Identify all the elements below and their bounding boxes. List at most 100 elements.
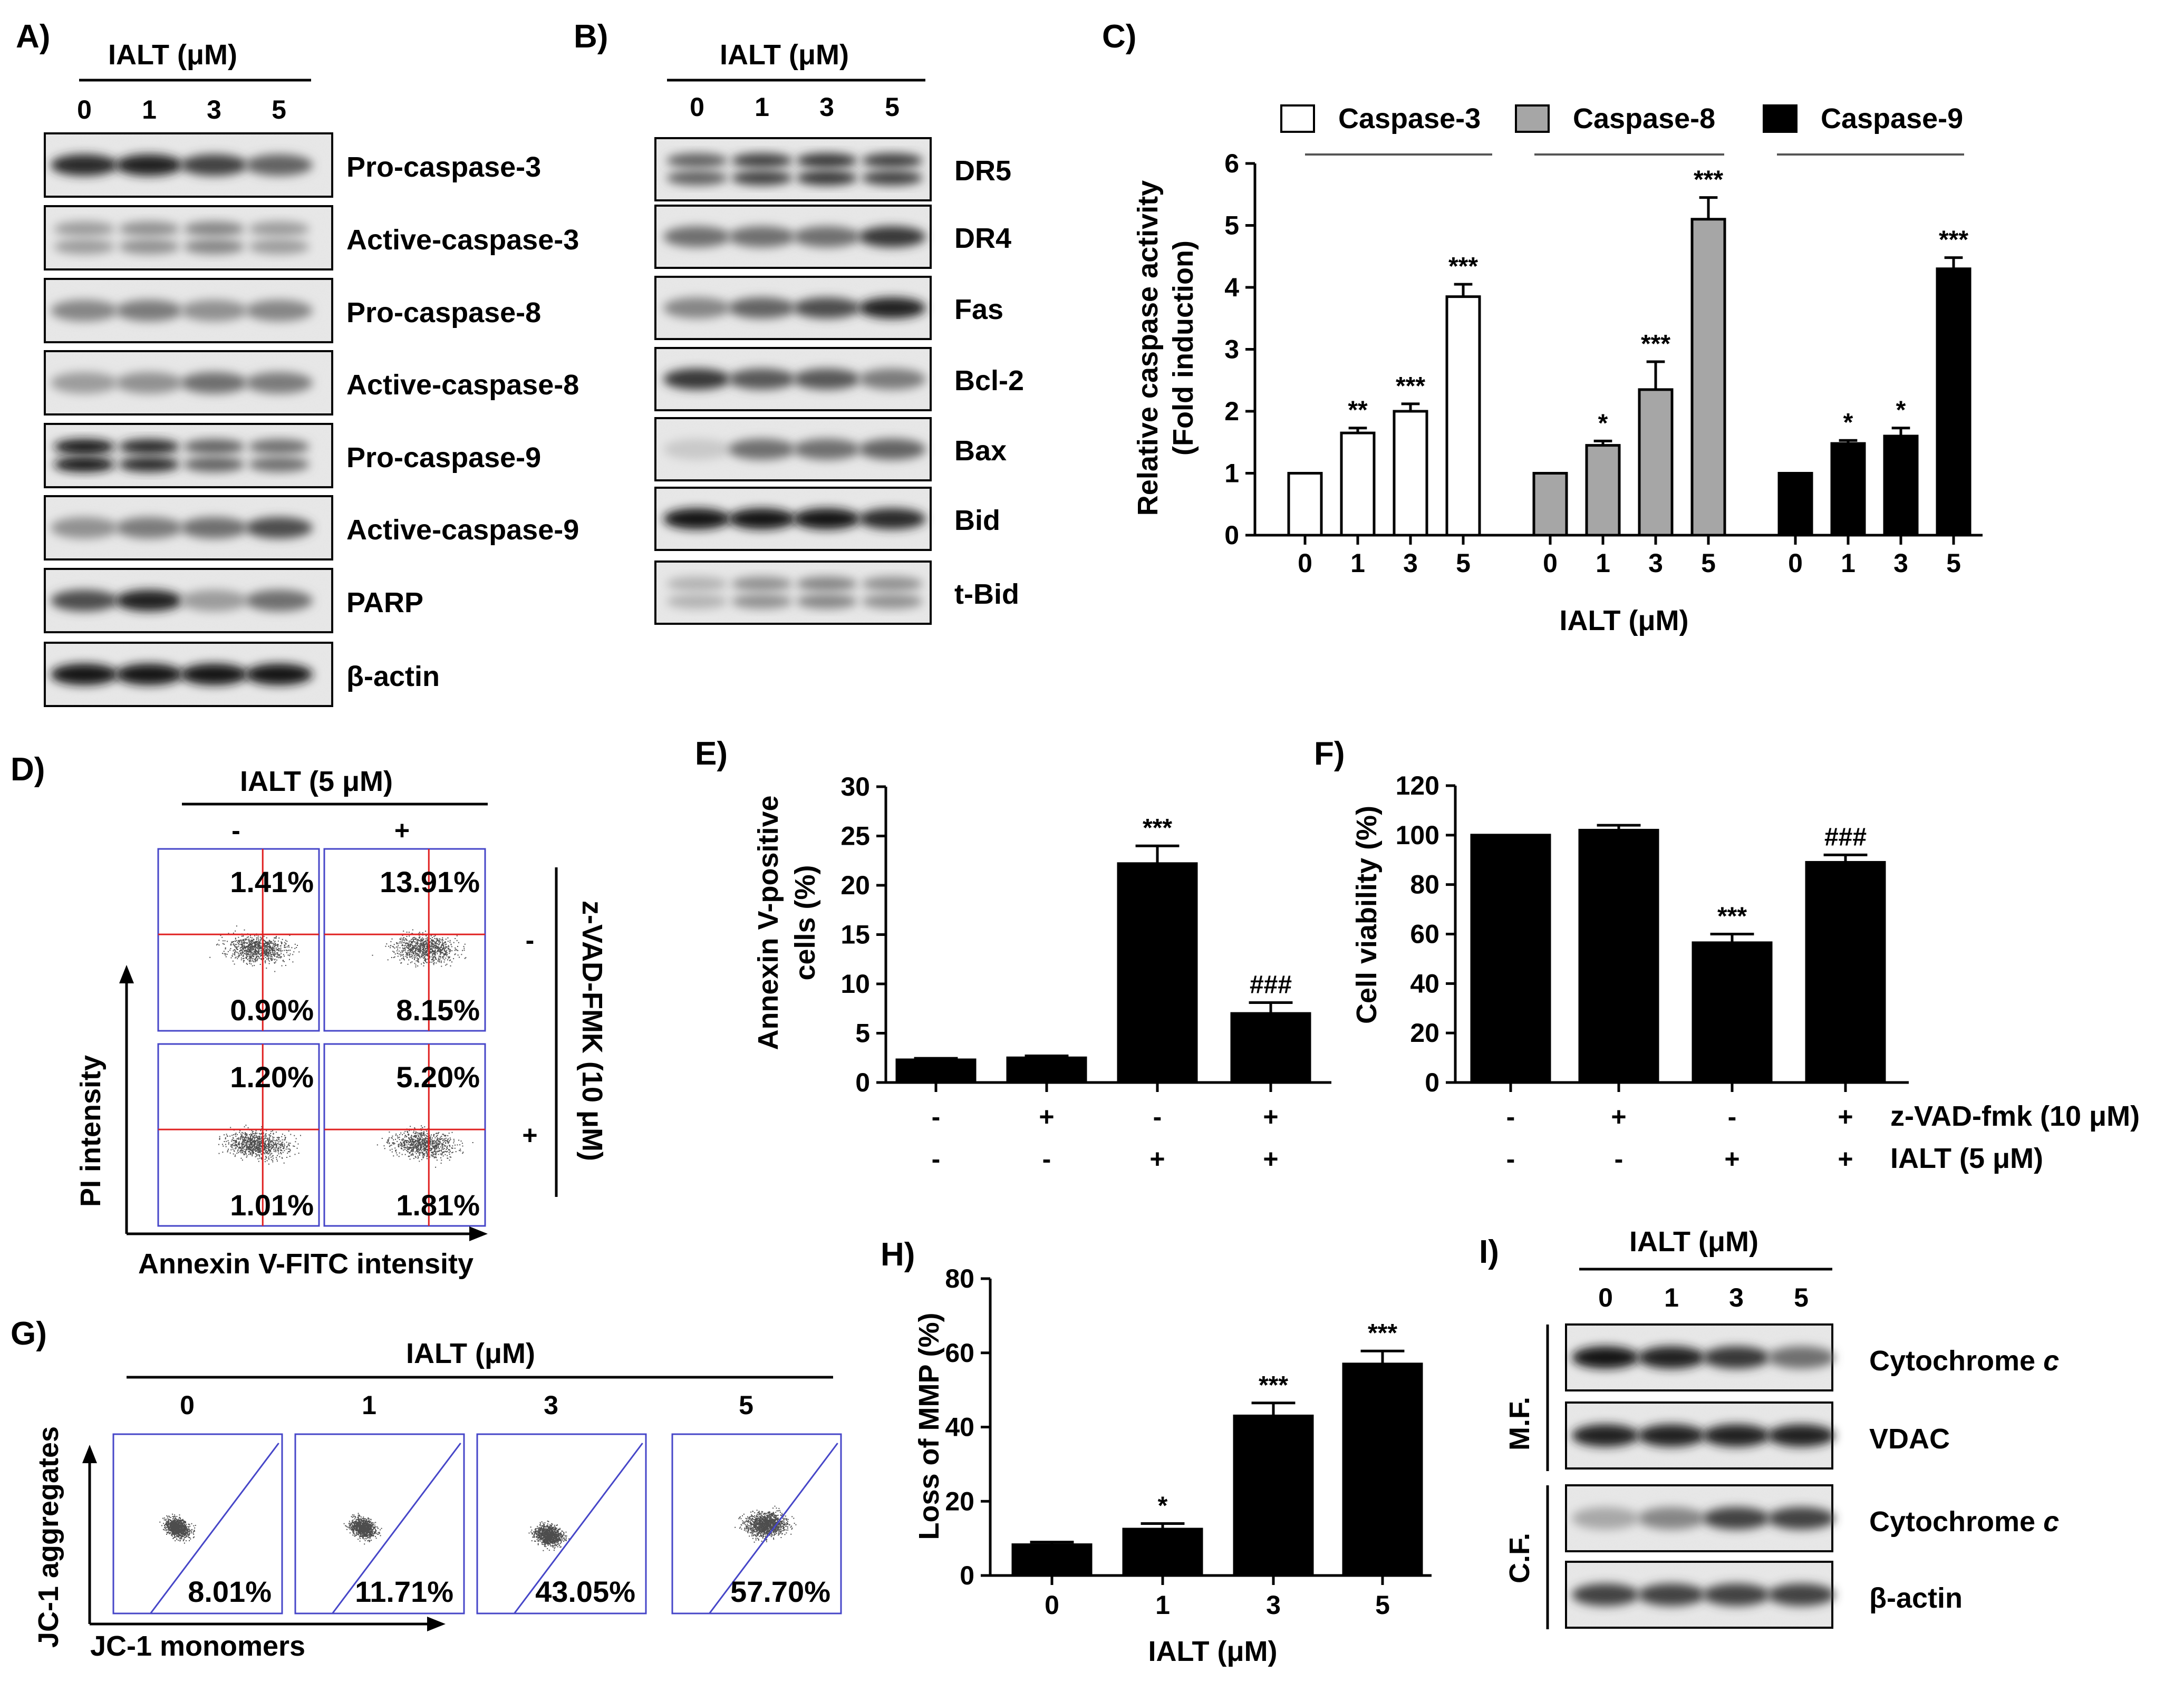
panel-i-blot-band bbox=[1572, 1507, 1639, 1530]
panel-b-blot bbox=[654, 417, 932, 481]
chart-c-y-tick-label: 4 bbox=[1224, 273, 1239, 302]
panel-d-xlabel: Annexin V-FITC intensity bbox=[138, 1248, 473, 1280]
panel-d-lower-pct: 8.15% bbox=[396, 993, 480, 1027]
chart-e-y-tick-label: 15 bbox=[840, 920, 870, 950]
panel-d-dotplot bbox=[157, 848, 320, 1032]
panel-a-dose: 5 bbox=[272, 95, 286, 124]
panel-b-blot-band bbox=[793, 297, 861, 319]
panel-b-band-label: Bid bbox=[954, 505, 1000, 536]
panel-a-blot-band bbox=[54, 221, 115, 237]
panel-a-blot bbox=[44, 642, 333, 707]
chart-c-legend-swatch bbox=[1763, 104, 1798, 133]
panel-g-gate-line bbox=[514, 1443, 643, 1614]
panel-d-dotplot bbox=[323, 1043, 486, 1227]
panel-a-blot-band bbox=[245, 663, 313, 685]
panel-a-blot-band bbox=[54, 457, 115, 472]
panel-i-blot-band bbox=[1767, 1346, 1835, 1369]
panel-i-dose: 5 bbox=[1794, 1283, 1809, 1312]
panel-a-blot bbox=[44, 495, 333, 560]
panel-i-blot-band bbox=[1703, 1424, 1770, 1447]
chart-f-bar bbox=[1805, 861, 1886, 1084]
chart-c-bar bbox=[1393, 410, 1428, 537]
panel-a-band-label: Active-caspase-8 bbox=[346, 369, 579, 401]
panel-d-x-arrow bbox=[469, 1226, 488, 1241]
panel-g-pct: 57.70% bbox=[730, 1575, 830, 1608]
panel-i-blot-band bbox=[1767, 1583, 1835, 1606]
panel-d-row-sign: + bbox=[522, 1120, 537, 1150]
panel-b-blot-band bbox=[796, 576, 857, 592]
panel-i-group-mf: M.F. bbox=[1504, 1397, 1535, 1451]
panel-a-blot-band bbox=[119, 221, 180, 237]
panel-a-blot-band bbox=[180, 372, 248, 394]
chart-c-y-tick-label: 6 bbox=[1224, 149, 1239, 178]
chart-c-y-tick-label: 3 bbox=[1224, 335, 1239, 364]
chart-h-bar bbox=[1342, 1362, 1423, 1577]
chart-c-significance: * bbox=[1896, 397, 1906, 424]
panel-i-blot-band bbox=[1703, 1583, 1770, 1606]
panel-g-dotplot bbox=[112, 1433, 283, 1615]
chart-f-zvad-sign: + bbox=[1838, 1102, 1853, 1132]
panel-a-band-label: Pro-caspase-3 bbox=[346, 151, 541, 183]
panel-label-h: H) bbox=[881, 1236, 915, 1273]
panel-b-blot-band bbox=[731, 170, 793, 186]
chart-h-significance: *** bbox=[1259, 1371, 1288, 1399]
panel-g-pct: 11.71% bbox=[355, 1575, 453, 1608]
chart-e-ialt-sign: + bbox=[1263, 1144, 1278, 1174]
chart-c-ylabel-1: Relative caspase activity bbox=[1132, 180, 1164, 516]
chart-h-y-tick-label: 0 bbox=[960, 1561, 974, 1590]
chart-c-ylabel-2: (Fold induction) bbox=[1167, 240, 1199, 456]
panel-i-italic-c: c bbox=[2035, 1506, 2059, 1538]
panel-b-blot-band bbox=[666, 594, 728, 609]
chart-c-legend-swatch bbox=[1515, 104, 1550, 133]
panel-a-blot-band bbox=[245, 154, 313, 176]
panel-b-blot-band bbox=[858, 226, 926, 248]
panel-i-blot-band bbox=[1572, 1424, 1639, 1447]
chart-e-y-tick-label: 20 bbox=[840, 871, 870, 900]
chart-h-x-tick-label: 3 bbox=[1266, 1590, 1281, 1620]
panel-g-xlabel: JC-1 monomers bbox=[90, 1630, 305, 1662]
panel-b-blot-band bbox=[858, 368, 926, 390]
chart-c-y-tick-label: 2 bbox=[1224, 397, 1239, 426]
chart-c-significance: * bbox=[1598, 409, 1608, 437]
chart-c-bar bbox=[1340, 431, 1376, 537]
panel-b-blot-band bbox=[728, 226, 796, 248]
panel-d-lower-pct: 1.81% bbox=[396, 1188, 480, 1222]
chart-c-significance: *** bbox=[1396, 372, 1425, 400]
panel-a-blot-band bbox=[245, 372, 313, 394]
panel-d-dotplot-frame bbox=[323, 1043, 486, 1227]
panel-label-i: I) bbox=[1479, 1234, 1499, 1270]
panel-i-blot-band bbox=[1572, 1346, 1639, 1369]
panel-d-lower-pct: 1.01% bbox=[230, 1188, 314, 1222]
chart-c-x-tick-label: 1 bbox=[1596, 548, 1610, 578]
chart-f-bar bbox=[1692, 941, 1773, 1084]
panel-g-treatment: IALT (μM) bbox=[406, 1338, 535, 1369]
panel-g-dose: 5 bbox=[739, 1390, 753, 1420]
panel-g-dotplot-frame bbox=[476, 1433, 647, 1615]
panel-a-blot-band bbox=[115, 517, 183, 539]
panel-g-dotplot bbox=[476, 1433, 647, 1615]
panel-b-band-label: Bcl-2 bbox=[954, 365, 1024, 397]
row-label-zvad: z-VAD-fmk (10 μM) bbox=[1890, 1100, 2140, 1132]
panel-b-blot-band bbox=[666, 576, 728, 592]
panel-b-blot bbox=[654, 487, 932, 551]
panel-g-y-arrow bbox=[82, 1445, 97, 1463]
chart-c-x-tick-label: 5 bbox=[1456, 548, 1471, 578]
row-label-ialt: IALT (5 μM) bbox=[1890, 1143, 2043, 1174]
panel-d-side-label: z-VAD-FMK (10 μM) bbox=[576, 901, 608, 1161]
chart-e-zvad-sign: + bbox=[1263, 1102, 1278, 1132]
panel-b-blot bbox=[654, 347, 932, 411]
panel-d-dotplot-events bbox=[372, 929, 467, 968]
panel-i-blot-band bbox=[1638, 1424, 1705, 1447]
panel-b-blot-band bbox=[731, 153, 793, 168]
panel-d-upper-pct: 1.20% bbox=[230, 1060, 314, 1094]
chart-c-xlabel: IALT (μM) bbox=[1560, 605, 1689, 636]
panel-b-band-label: t-Bid bbox=[954, 578, 1019, 610]
panel-a-blot-band bbox=[180, 154, 248, 176]
panel-g-dotplot-events bbox=[735, 1505, 797, 1543]
panel-d-dotplot bbox=[157, 1043, 320, 1227]
panel-g-dotplot-events bbox=[528, 1520, 572, 1551]
chart-f-significance: ### bbox=[1824, 823, 1867, 851]
panel-d-ylabel: PI intensity bbox=[75, 1055, 107, 1207]
panel-a-treatment: IALT (μM) bbox=[108, 39, 237, 71]
panel-b-blot-band bbox=[862, 170, 923, 186]
